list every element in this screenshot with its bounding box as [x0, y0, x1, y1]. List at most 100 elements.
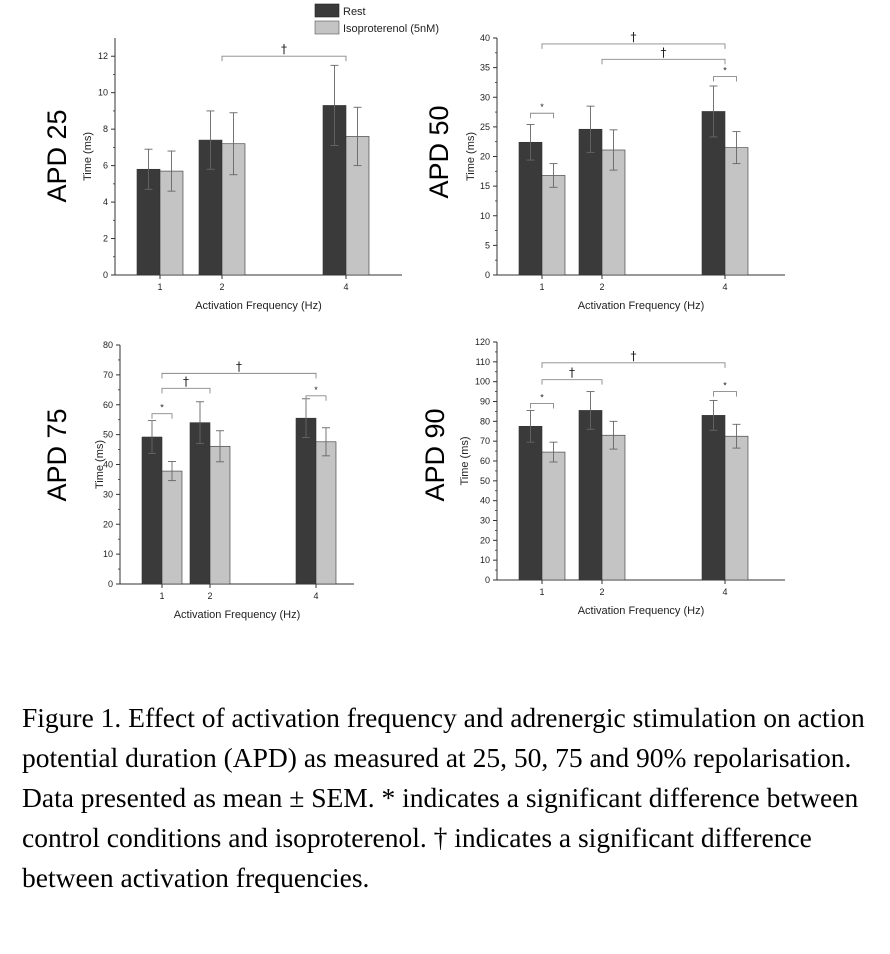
- chart3-significance-star: *: [314, 385, 318, 395]
- chart3-x-tick-label: 1: [159, 591, 164, 601]
- chart2-significance-dagger: †: [631, 30, 637, 44]
- chart2-significance-dagger: †: [661, 45, 667, 59]
- chart4-y-tick-label: 90: [480, 397, 490, 407]
- legend-label-rest: Rest: [343, 6, 366, 18]
- chart2-significance-bracket-star: [713, 76, 737, 82]
- chart4-significance-bracket-dagger: [541, 362, 726, 368]
- chart2-x-tick-label: 4: [722, 282, 727, 292]
- chart4-significance-star: *: [540, 392, 544, 402]
- chart3-y-tick-label: 70: [103, 370, 113, 380]
- chart1-y-tick-label: 0: [103, 270, 108, 280]
- chart2-y-tick-label: 0: [485, 270, 490, 280]
- chart3-x-tick-label: 4: [313, 591, 318, 601]
- chart3-significance-dagger: †: [236, 359, 242, 373]
- chart4-y-axis-label: Time (ms): [459, 436, 471, 485]
- chart4-significance-bracket-star: [713, 391, 737, 397]
- chart3-y-tick-label: 30: [103, 489, 113, 499]
- chart-panel-4: 0 10 20 30 40 50 60 70 80 90 100 110 120 1 2 4 * * † † Activ…: [420, 337, 785, 617]
- chart2-y-tick-label: 25: [480, 122, 490, 132]
- chart1-x-tick-label: 4: [343, 282, 348, 292]
- chart3-significance-bracket-star: [305, 395, 327, 401]
- chart2-y-tick-label: 10: [480, 211, 490, 221]
- chart3-significance-bracket-star: [151, 413, 173, 419]
- chart4-y-tick-label: 110: [476, 357, 490, 367]
- chart-panel-3: 0 10 20 30 40 50 60 70 80 1 2 4 * * † † Activation Frequ…: [42, 340, 354, 621]
- chart2-y-tick-label: 15: [480, 181, 490, 191]
- chart4-y-tick-label: 20: [480, 535, 490, 545]
- chart3-y-tick-label: 60: [103, 400, 113, 410]
- chart4-significance-bracket-dagger: [541, 379, 603, 385]
- chart1-x-tick-label: 2: [219, 282, 224, 292]
- chart4-y-tick-label: 30: [480, 516, 490, 526]
- chart1-y-tick-label: 8: [103, 124, 108, 134]
- chart1-significance-dagger: †: [281, 42, 287, 56]
- chart4-y-tick-label: 120: [475, 337, 490, 347]
- chart4-bar-iso-1hz: [541, 451, 566, 581]
- chart2-bar-iso-1hz: [541, 175, 566, 276]
- chart1-y-tick-label: 2: [103, 234, 108, 244]
- chart3-y-tick-label: 40: [103, 460, 113, 470]
- chart2-y-tick-label: 20: [480, 152, 490, 162]
- chart-panel-2: 0 5 10 15 20 25 30 35 40 1 2 4 * * † † Activation Freque…: [424, 30, 785, 312]
- chart2-y-tick-label: 5: [485, 240, 490, 250]
- chart4-bar-iso-4hz: [724, 435, 749, 581]
- chart2-significance-star: *: [540, 102, 544, 112]
- legend-swatch-rest: [314, 3, 340, 18]
- chart3-y-tick-label: 0: [108, 579, 113, 589]
- chart4-y-tick-label: 80: [480, 416, 490, 426]
- chart4-y-tick-label: 40: [480, 496, 490, 506]
- chart2-y-tick-label: 30: [480, 92, 490, 102]
- chart3-y-tick-label: 10: [103, 549, 113, 559]
- chart2-x-tick-label: 1: [539, 282, 544, 292]
- chart4-panel-title: APD 90: [420, 408, 450, 501]
- chart3-bar-iso-4hz: [315, 441, 337, 585]
- chart1-y-tick-label: 4: [103, 197, 108, 207]
- chart3-y-axis-label: Time (ms): [94, 440, 106, 489]
- chart4-x-axis-label: Activation Frequency (Hz): [578, 605, 705, 617]
- chart1-y-tick-label: 10: [98, 88, 108, 98]
- chart4-bar-rest-1hz: [518, 425, 543, 581]
- chart3-panel-title: APD 75: [42, 408, 72, 501]
- chart2-y-axis-label: Time (ms): [465, 132, 477, 181]
- chart3-bar-iso-1hz: [161, 470, 183, 585]
- chart1-x-tick-label: 1: [157, 282, 162, 292]
- legend-swatch-iso: [314, 20, 340, 35]
- chart3-x-tick-label: 2: [207, 591, 212, 601]
- chart2-y-tick-label: 40: [480, 33, 490, 43]
- chart4-y-tick-label: 0: [485, 575, 490, 585]
- chart4-y-tick-label: 50: [480, 476, 490, 486]
- chart4-significance-bracket-star: [530, 403, 554, 409]
- chart4-x-tick-label: 1: [539, 587, 544, 597]
- chart2-significance-star: *: [723, 66, 727, 76]
- figure-caption: Figure 1. Effect of activation frequency…: [22, 702, 865, 893]
- chart3-y-tick-label: 50: [103, 430, 113, 440]
- chart2-significance-bracket-star: [530, 112, 554, 119]
- chart2-x-axis-label: Activation Frequency (Hz): [578, 300, 705, 312]
- chart2-significance-bracket-dagger: [541, 43, 726, 49]
- chart4-bar-rest-4hz: [701, 415, 726, 581]
- chart2-x-tick-label: 2: [599, 282, 604, 292]
- chart3-bar-iso-2hz: [209, 445, 231, 585]
- chart4-y-tick-label: 60: [480, 456, 490, 466]
- chart4-bar-iso-2hz: [601, 434, 626, 581]
- chart3-bar-rest-2hz: [189, 422, 211, 585]
- chart3-significance-bracket-dagger: [161, 372, 317, 379]
- chart4-y-tick-label: 70: [480, 436, 490, 446]
- chart3-significance-star: *: [160, 403, 164, 413]
- chart2-bar-rest-1hz: [518, 141, 543, 276]
- chart1-panel-title: APD 25: [42, 109, 72, 202]
- chart4-significance-dagger: †: [569, 366, 575, 380]
- chart3-significance-dagger: †: [183, 374, 189, 388]
- chart3-x-axis-label: Activation Frequency (Hz): [174, 609, 301, 621]
- chart1-y-axis-label: Time (ms): [82, 132, 94, 181]
- chart3-bar-rest-4hz: [295, 417, 317, 585]
- chart1-x-axis-label: Activation Frequency (Hz): [195, 300, 322, 312]
- chart4-significance-dagger: †: [631, 349, 637, 363]
- chart2-significance-bracket-dagger: [601, 58, 726, 65]
- chart1-significance-bracket-dagger: [221, 55, 347, 62]
- chart3-y-tick-label: 80: [103, 340, 113, 350]
- chart4-x-tick-label: 4: [722, 587, 727, 597]
- legend: Rest Isoproterenol (5nM): [314, 3, 439, 35]
